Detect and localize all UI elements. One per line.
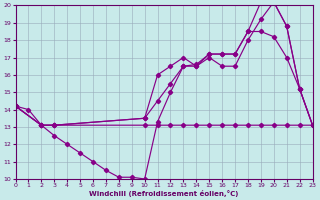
X-axis label: Windchill (Refroidissement éolien,°C): Windchill (Refroidissement éolien,°C) [89, 190, 239, 197]
